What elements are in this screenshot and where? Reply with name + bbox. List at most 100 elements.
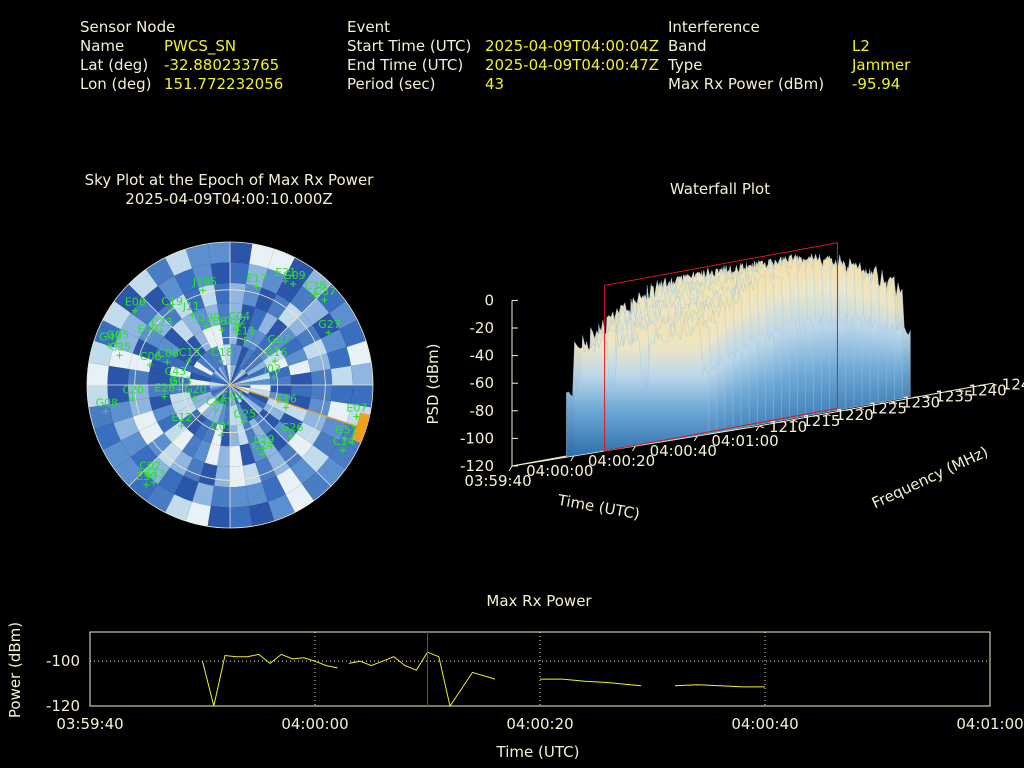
sky-cell [266, 357, 289, 373]
satellite-marker [253, 283, 260, 290]
sensor-header: Sensor Node [80, 18, 176, 36]
sky-cell [254, 335, 274, 357]
sky-cell [346, 340, 372, 366]
sky-cell [169, 366, 192, 379]
satellite-marker [203, 323, 210, 330]
sky-plot-subtitle: 2025-04-09T04:00:10.000Z [125, 190, 333, 208]
satellite-marker [129, 395, 136, 402]
satellite-label: C02 [139, 460, 161, 473]
sky-cell [169, 293, 193, 319]
sky-cell [129, 353, 153, 373]
satellite-label: C18 [211, 346, 233, 359]
power-x-tick-label: 04:01:00 [956, 715, 1023, 733]
sky-cell [157, 412, 181, 434]
sky-cell [307, 353, 331, 373]
satellite-label: G27 [318, 318, 341, 331]
event-end-value: 2025-04-09T04:00:47Z [485, 56, 659, 74]
sky-cell [202, 326, 218, 349]
sky-cell [171, 357, 194, 373]
sky-cell [226, 364, 230, 385]
sky-cell [236, 403, 249, 424]
sky-cell [288, 394, 311, 411]
satellite-label: G05 [107, 329, 130, 342]
sky-cell [191, 366, 212, 379]
freq-tick-label: 1210 [769, 418, 807, 436]
satellite-marker [176, 386, 183, 393]
sky-cell [204, 304, 221, 327]
satellite-marker [158, 328, 165, 335]
satellite-label: C19 [161, 295, 183, 308]
freq-tick-label: 1245 [1002, 375, 1024, 393]
sky-cell [287, 433, 313, 458]
sky-cell [230, 385, 249, 398]
sky-cell [223, 364, 230, 385]
satellite-label: E26 [154, 382, 175, 395]
power-series-line [674, 684, 765, 688]
sky-cell [230, 485, 250, 508]
satellite-label: E17 [246, 272, 267, 285]
sky-cell [321, 329, 347, 354]
time-tick [508, 465, 513, 472]
sky-cell [261, 268, 286, 294]
satellite-marker [287, 433, 294, 440]
satellite-label: G07 [268, 333, 291, 346]
sky-cell [220, 323, 230, 345]
sky-cell [148, 372, 170, 385]
sky-cell [220, 385, 230, 405]
sky-cell [266, 397, 289, 413]
satellite-label: G03 [169, 374, 192, 387]
sky-cell [180, 409, 202, 429]
sky-cell [263, 403, 285, 422]
sky-cell [230, 405, 237, 426]
sky-cell [242, 326, 258, 349]
sky-cell [302, 410, 328, 432]
satellite-marker [228, 400, 235, 407]
freq-tick [758, 425, 765, 429]
sky-cell [230, 385, 237, 406]
sky-cell [132, 338, 158, 360]
satellite-label: C06 [140, 350, 162, 363]
satellite-marker [191, 395, 198, 402]
sky-cell [189, 385, 210, 392]
sky-cell [201, 351, 218, 371]
sky-cell [302, 338, 328, 360]
sky-cell [239, 348, 255, 369]
satellite-label: C02 [222, 389, 244, 402]
sensor-lat-value: -32.880233765 [164, 56, 280, 74]
satellite-label: C6 [212, 315, 227, 328]
sky-cell [310, 369, 333, 385]
sky-cell [87, 362, 109, 385]
sky-cell [209, 378, 230, 385]
sky-cell [211, 346, 224, 367]
interference-type-label: Type [668, 56, 703, 74]
sky-cell [223, 344, 230, 365]
sky-cell [169, 451, 193, 477]
sky-cell [217, 445, 230, 467]
sky-cell [230, 366, 243, 385]
satellite-label: J195 [192, 275, 217, 288]
satellite-marker [259, 451, 266, 458]
sky-cell [180, 341, 202, 361]
sky-cell [196, 397, 216, 414]
sky-cell [312, 312, 340, 339]
satellite-label: E08 [137, 322, 158, 335]
satellite-label: G20 [184, 383, 207, 396]
sky-cell [181, 312, 203, 336]
psd-tick-label: 0 [484, 291, 494, 309]
sky-cell [113, 329, 139, 354]
sky-cell [210, 375, 230, 385]
sensor-lon-value: 151.772232056 [164, 75, 284, 93]
satellite-marker [235, 322, 242, 329]
sky-cell [267, 451, 291, 477]
sky-cell [191, 391, 212, 404]
satellite-label: G09 [283, 269, 306, 282]
satellite-marker [164, 359, 171, 366]
sky-cell [230, 385, 234, 406]
satellite-marker [150, 479, 157, 486]
sky-cell [242, 284, 262, 308]
sky-cell [223, 385, 230, 406]
sky-cell [127, 369, 150, 385]
sky-cell [230, 364, 237, 385]
sky-cell [230, 303, 243, 325]
sky-cell [242, 462, 262, 486]
